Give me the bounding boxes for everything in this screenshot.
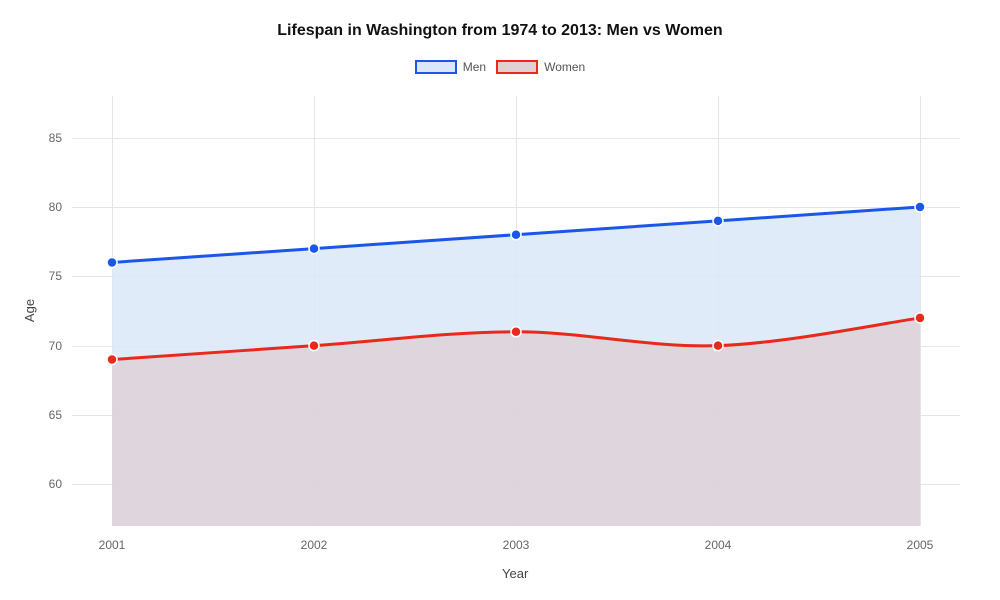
data-point[interactable]: [511, 327, 521, 337]
ytick-label: 80: [49, 200, 72, 214]
data-point[interactable]: [107, 355, 117, 365]
xtick-label: 2001: [99, 526, 126, 552]
legend: Men Women: [0, 60, 1000, 74]
plot-area: 60657075808520012002200320042005: [72, 96, 960, 526]
data-point[interactable]: [713, 341, 723, 351]
y-axis-label: Age: [22, 299, 37, 322]
ytick-label: 85: [49, 131, 72, 145]
data-point[interactable]: [107, 257, 117, 267]
x-axis-label: Year: [502, 566, 528, 581]
legend-item-men[interactable]: Men: [415, 60, 486, 74]
xtick-label: 2002: [301, 526, 328, 552]
data-point[interactable]: [309, 244, 319, 254]
xtick-label: 2004: [705, 526, 732, 552]
data-point[interactable]: [511, 230, 521, 240]
legend-item-women[interactable]: Women: [496, 60, 585, 74]
xtick-label: 2005: [907, 526, 934, 552]
data-point[interactable]: [915, 313, 925, 323]
legend-label-men: Men: [463, 60, 486, 74]
legend-label-women: Women: [544, 60, 585, 74]
legend-swatch-women: [496, 60, 538, 74]
legend-swatch-men: [415, 60, 457, 74]
ytick-label: 75: [49, 269, 72, 283]
ytick-label: 65: [49, 408, 72, 422]
data-point[interactable]: [713, 216, 723, 226]
ytick-label: 70: [49, 339, 72, 353]
ytick-label: 60: [49, 477, 72, 491]
xtick-label: 2003: [503, 526, 530, 552]
data-point[interactable]: [915, 202, 925, 212]
chart-title: Lifespan in Washington from 1974 to 2013…: [0, 22, 1000, 40]
series-svg: [72, 96, 960, 526]
data-point[interactable]: [309, 341, 319, 351]
